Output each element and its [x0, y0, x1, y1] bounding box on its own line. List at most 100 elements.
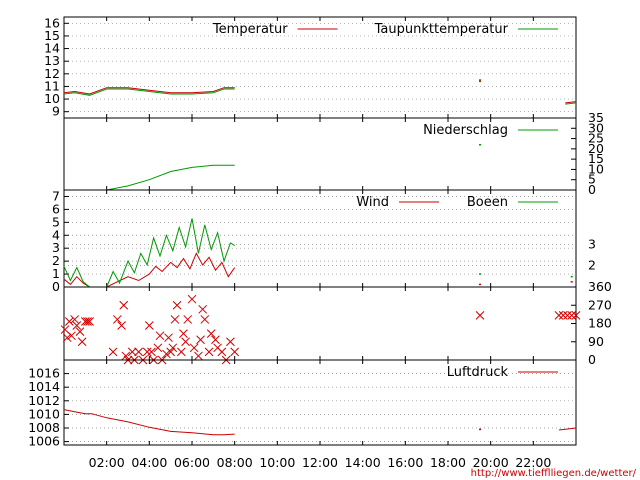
- direction-marker: [217, 347, 227, 357]
- direction-marker: [558, 311, 568, 320]
- direction-marker: [121, 351, 131, 361]
- y-tick-label: 360: [588, 279, 612, 294]
- direction-marker: [206, 329, 216, 338]
- y-tick-label: 14: [44, 41, 60, 56]
- series-line-niederschlag: [106, 164, 235, 191]
- y-tick-label: 25: [588, 131, 604, 146]
- y-tick-label: 3: [52, 240, 60, 255]
- direction-marker: [80, 317, 90, 326]
- direction-marker: [554, 311, 564, 320]
- y-tick-label: 0: [52, 279, 60, 294]
- y-tick-label: 15: [44, 28, 60, 43]
- y-tick-label: 30: [588, 120, 604, 135]
- y-tick-label: 7: [52, 188, 60, 203]
- legend-label: Taupunkttemperatur: [374, 22, 509, 37]
- direction-marker: [134, 347, 144, 357]
- y-tick-label: 11: [44, 78, 60, 93]
- direction-marker: [127, 347, 137, 357]
- x-tick-label: 06:00: [174, 455, 210, 470]
- y-tick-label: 1: [52, 266, 60, 281]
- direction-marker: [196, 335, 205, 345]
- panel-wind-direction: 0 90 180 270 360: [60, 279, 612, 367]
- y-tick-label: 1012: [28, 393, 60, 408]
- direction-marker: [183, 315, 193, 324]
- series-line-temperatur: [565, 101, 577, 104]
- y-tick-label: 1008: [28, 420, 60, 435]
- direction-marker: [147, 347, 156, 357]
- direction-marker: [108, 347, 118, 357]
- direction-marker: [83, 317, 92, 326]
- series-line-wind: [63, 252, 236, 288]
- direction-marker: [144, 321, 154, 330]
- y-tick-label: 2: [52, 253, 60, 268]
- y-tick-label: 0: [588, 352, 596, 367]
- right-axis-label: 2: [588, 258, 596, 273]
- direction-marker: [179, 329, 188, 338]
- y-tick-label: 13: [44, 53, 60, 68]
- x-tick-label: 04:00: [131, 455, 167, 470]
- direction-marker: [475, 311, 485, 320]
- direction-marker: [166, 347, 176, 357]
- y-tick-label: 1016: [28, 366, 60, 381]
- x-tick-label: 18:00: [430, 455, 466, 470]
- legend-label: Temperatur: [212, 22, 288, 37]
- direction-marker: [230, 347, 240, 357]
- direction-marker: [181, 337, 190, 347]
- y-tick-label: 1014: [28, 379, 60, 394]
- direction-marker: [142, 347, 152, 357]
- legend-label: Luftdruck: [447, 365, 509, 380]
- y-tick-label: 180: [588, 316, 612, 331]
- y-tick-label: 6: [52, 201, 60, 216]
- y-tick-label: 10: [44, 91, 60, 106]
- x-tick-label: 08:00: [217, 455, 253, 470]
- x-tick-label: 02:00: [89, 455, 125, 470]
- y-tick-label: 1006: [28, 434, 60, 449]
- direction-marker: [176, 347, 186, 357]
- y-tick-label: 1010: [28, 406, 60, 421]
- direction-marker: [172, 300, 182, 310]
- direction-marker: [168, 343, 178, 353]
- source-url[interactable]: http://www.tiefflliegen.de/wetter/: [471, 468, 637, 479]
- x-tick-label: 20:00: [473, 455, 509, 470]
- direction-marker: [563, 311, 572, 320]
- direction-marker: [153, 343, 163, 353]
- y-tick-label: 90: [588, 334, 604, 349]
- y-tick-label: 9: [52, 104, 60, 119]
- direction-marker: [200, 315, 210, 324]
- direction-marker: [571, 311, 581, 320]
- direction-marker: [112, 315, 122, 324]
- legend-label: Boeen: [467, 195, 508, 210]
- direction-marker: [77, 337, 87, 347]
- direction-marker: [117, 321, 126, 330]
- x-tick-label: 14:00: [345, 455, 381, 470]
- direction-marker: [67, 331, 76, 341]
- series-line-temperatur: [63, 87, 235, 95]
- x-tick-label: 16:00: [387, 455, 423, 470]
- direction-marker: [204, 347, 214, 357]
- direction-marker: [567, 311, 577, 320]
- y-tick-label: 0: [588, 182, 596, 197]
- direction-marker: [187, 294, 197, 304]
- y-tick-label: 10: [588, 161, 604, 176]
- direction-marker: [62, 333, 72, 343]
- direction-marker: [170, 315, 180, 324]
- direction-marker: [226, 337, 235, 347]
- x-tick-label: 22:00: [515, 455, 551, 470]
- x-tick-label: 10:00: [259, 455, 295, 470]
- direction-marker: [119, 300, 129, 310]
- y-tick-label: 35: [588, 110, 604, 125]
- direction-marker: [194, 351, 203, 361]
- y-tick-label: 270: [588, 297, 612, 312]
- series-line-taupunkttemperatur: [565, 102, 577, 105]
- direction-marker: [189, 343, 199, 353]
- y-tick-label: 5: [588, 172, 596, 187]
- y-tick-label: 12: [44, 66, 60, 81]
- direction-marker: [85, 317, 94, 326]
- legend-label: Niederschlag: [423, 123, 508, 138]
- legend-label: Wind: [356, 195, 389, 210]
- x-tick-label: 12:00: [302, 455, 338, 470]
